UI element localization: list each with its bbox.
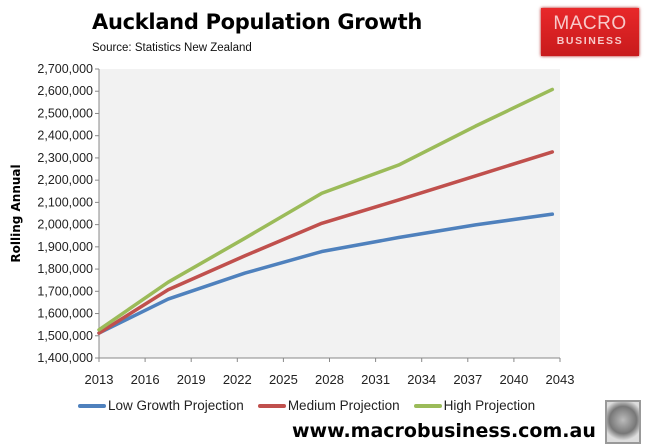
plot-area xyxy=(99,69,560,358)
x-tick-label: 2013 xyxy=(85,372,114,387)
y-tick-label: 2,200,000 xyxy=(37,173,93,187)
x-tick-label: 2040 xyxy=(499,372,528,387)
legend-label: Medium Projection xyxy=(287,398,400,413)
macrobusiness-logo: MACRO BUSINESS xyxy=(541,8,639,56)
y-tick-label: 2,000,000 xyxy=(37,218,93,232)
legend-label: High Projection xyxy=(443,398,536,413)
x-tick-label: 2022 xyxy=(223,372,252,387)
y-tick-label: 1,500,000 xyxy=(37,329,93,343)
legend-label: Low Growth Projection xyxy=(108,398,244,413)
x-tick-label: 2043 xyxy=(546,372,575,387)
logo-line2: BUSINESS xyxy=(556,35,624,47)
x-tick-label: 2016 xyxy=(131,372,160,387)
legend-item: High Projection xyxy=(413,398,536,413)
x-tick-label: 2034 xyxy=(407,372,436,387)
y-axis-label: Rolling Annual xyxy=(9,164,23,262)
chart-source: Source: Statistics New Zealand xyxy=(92,42,252,54)
legend-swatch xyxy=(78,403,106,408)
y-tick-label: 2,500,000 xyxy=(37,106,93,120)
y-tick-label: 2,600,000 xyxy=(37,84,93,98)
x-tick-label: 2019 xyxy=(177,372,206,387)
legend-swatch xyxy=(413,403,442,408)
y-tick-label: 1,400,000 xyxy=(37,351,93,365)
legend-item: Low Growth Projection xyxy=(78,398,244,413)
x-tick-label: 2025 xyxy=(269,372,298,387)
x-tick-label: 2031 xyxy=(361,372,390,387)
y-tick-label: 1,700,000 xyxy=(37,284,93,298)
footer-url: www.macrobusiness.com.au xyxy=(292,420,596,442)
legend-swatch xyxy=(257,403,286,408)
chart-title: Auckland Population Growth xyxy=(92,10,422,34)
wolf-logo-icon xyxy=(605,400,641,444)
y-tick-label: 2,100,000 xyxy=(37,195,93,209)
y-tick-label: 1,900,000 xyxy=(37,240,93,254)
x-tick-label: 2037 xyxy=(453,372,482,387)
y-tick-label: 1,600,000 xyxy=(37,307,93,321)
y-tick-label: 2,400,000 xyxy=(37,129,93,143)
legend: Low Growth Projection Medium Projection Hi… xyxy=(78,398,535,413)
y-tick-label: 2,300,000 xyxy=(37,151,93,165)
y-tick-label: 2,700,000 xyxy=(37,62,93,76)
legend-item: Medium Projection xyxy=(257,398,400,413)
logo-line1: MACRO xyxy=(553,13,627,34)
y-tick-label: 1,800,000 xyxy=(37,262,93,276)
x-tick-label: 2028 xyxy=(315,372,344,387)
